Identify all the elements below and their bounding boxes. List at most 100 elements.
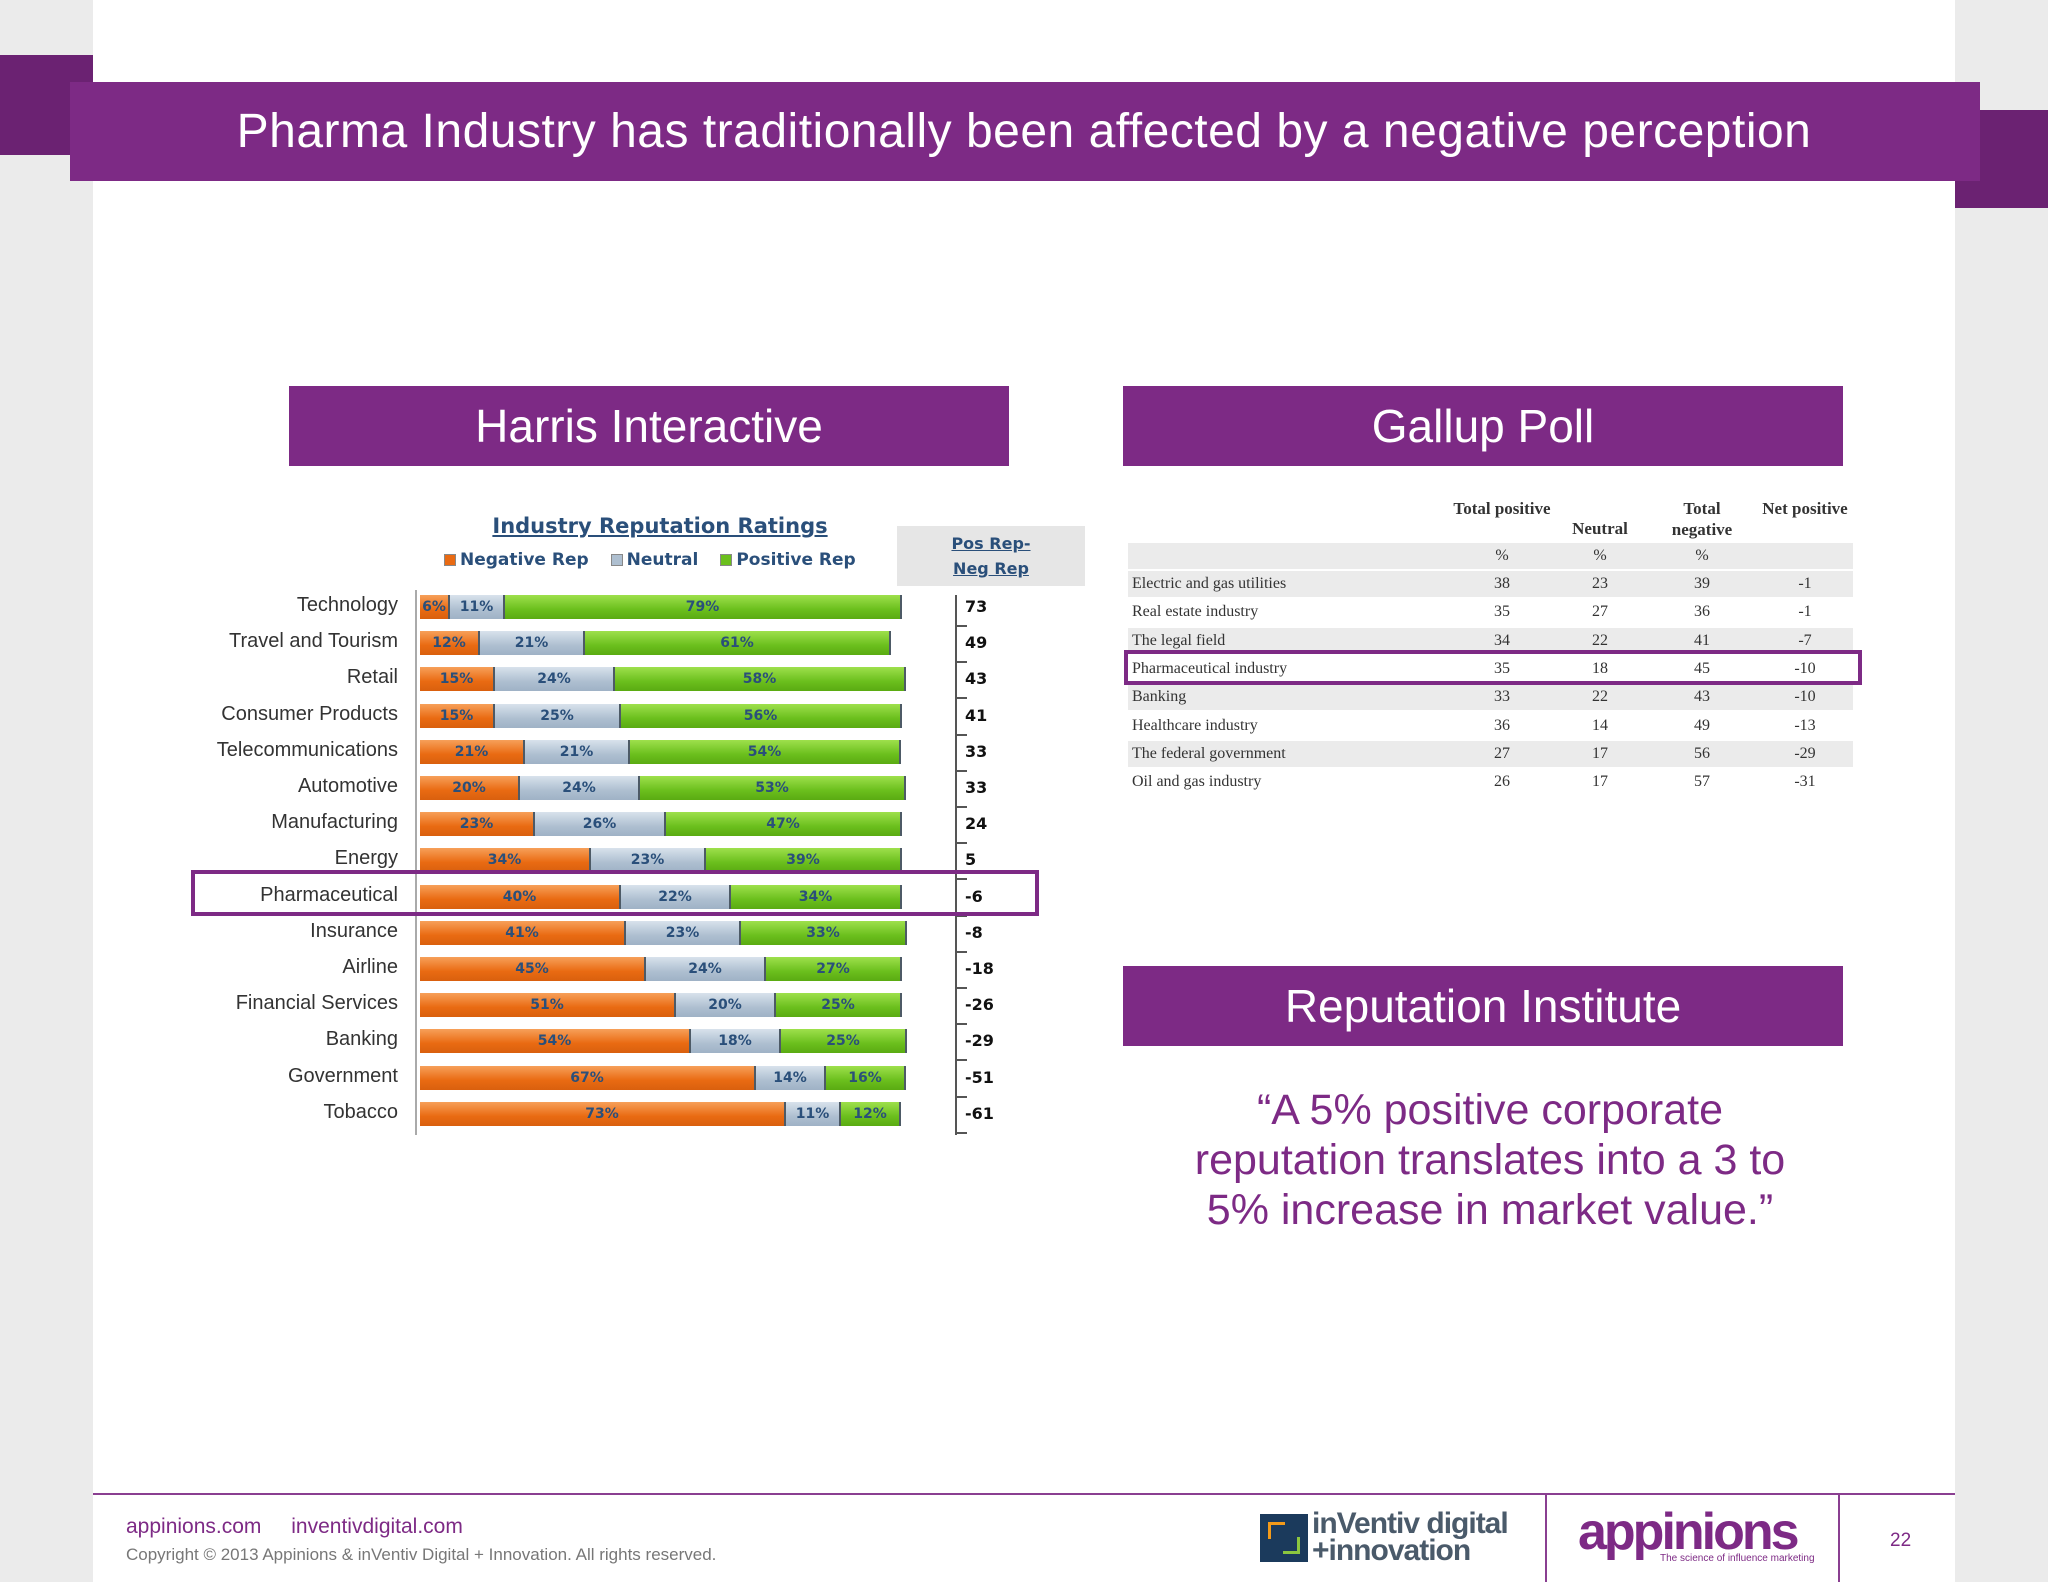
footer-separator-2 bbox=[1838, 1495, 1840, 1582]
category-label: Airline bbox=[342, 956, 398, 978]
net-axis-tick bbox=[955, 842, 967, 844]
gallup-cell-neu: 22 bbox=[1592, 688, 1608, 705]
bar-row: 23% 26% 47% bbox=[420, 812, 922, 836]
bar-neutral: 20% bbox=[676, 993, 776, 1017]
category-label: Travel and Tourism bbox=[229, 630, 398, 652]
gallup-cell-net: -1 bbox=[1798, 575, 1812, 592]
net-axis-tick bbox=[955, 1059, 967, 1061]
gallup-cell-neg: 39 bbox=[1694, 575, 1710, 592]
bar-negative: 15% bbox=[420, 667, 495, 691]
net-value: -61 bbox=[965, 1104, 994, 1123]
bar-positive: 53% bbox=[640, 776, 906, 800]
category-label: Banking bbox=[325, 1028, 398, 1050]
bar-positive: 58% bbox=[615, 667, 906, 691]
bar-row: 73% 11% 12% bbox=[420, 1102, 922, 1126]
appinions-logo: appinions bbox=[1578, 1503, 1800, 1561]
bar-negative: 20% bbox=[420, 776, 520, 800]
bar-neutral: 24% bbox=[520, 776, 640, 800]
gallup-cell-neu: 22 bbox=[1592, 632, 1608, 649]
slide-canvas bbox=[93, 0, 1955, 1582]
net-value: -51 bbox=[965, 1068, 994, 1087]
gallup-cell-name: The federal government bbox=[1132, 745, 1286, 762]
appinions-link[interactable]: appinions.com bbox=[126, 1515, 262, 1538]
gallup-header-total-negative: Total negative bbox=[1671, 499, 1733, 539]
bar-neutral: 11% bbox=[786, 1102, 841, 1126]
footer-divider bbox=[93, 1493, 1955, 1495]
bar-neutral: 22% bbox=[621, 885, 731, 909]
chart-net-axis bbox=[955, 595, 957, 1135]
gallup-cell-name: Oil and gas industry bbox=[1132, 773, 1262, 790]
gallup-row: Electric and gas utilities 38 23 39 -1 bbox=[1128, 571, 1853, 597]
net-axis-tick bbox=[955, 1096, 967, 1098]
net-axis-tick bbox=[955, 661, 967, 663]
category-label: Financial Services bbox=[235, 992, 398, 1014]
bar-negative: 41% bbox=[420, 921, 626, 945]
gallup-row: Oil and gas industry 26 17 57 -31 bbox=[1128, 769, 1853, 795]
harris-chart-title: Industry Reputation Ratings bbox=[492, 514, 828, 538]
bar-row: 20% 24% 53% bbox=[420, 776, 922, 800]
gallup-row: The federal government 27 17 56 -29 bbox=[1128, 741, 1853, 767]
bar-negative: 67% bbox=[420, 1066, 756, 1090]
bar-positive: 56% bbox=[621, 704, 902, 728]
copyright-text: Copyright © 2013 Appinions & inVentiv Di… bbox=[126, 1545, 717, 1564]
bar-negative: 12% bbox=[420, 631, 480, 655]
gallup-cell-neg: 36 bbox=[1694, 603, 1710, 620]
net-value: 41 bbox=[965, 706, 988, 725]
bar-neutral: 25% bbox=[495, 704, 621, 728]
net-axis-tick bbox=[955, 951, 967, 953]
gallup-cell-pos: 38 bbox=[1494, 575, 1510, 592]
category-label: Pharmaceutical bbox=[260, 884, 398, 906]
category-label: Insurance bbox=[310, 920, 398, 942]
appinions-tagline: The science of influence marketing bbox=[1660, 1553, 1815, 1564]
gallup-cell-neu: 18 bbox=[1592, 660, 1608, 677]
legend-neutral-label: Neutral bbox=[626, 550, 699, 570]
gallup-cell-pos: 35 bbox=[1494, 603, 1510, 620]
reputation-quote: “A 5% positive corporate reputation tran… bbox=[1194, 1086, 1786, 1234]
gallup-cell-name: Banking bbox=[1132, 688, 1187, 705]
gallup-header-net-positive: Net positive bbox=[1762, 499, 1848, 518]
net-axis-tick bbox=[955, 625, 967, 627]
gallup-cell-pos: 35 bbox=[1494, 660, 1510, 677]
net-axis-tick bbox=[955, 987, 967, 989]
bar-positive: 39% bbox=[706, 848, 902, 872]
pharmaceutical-highlight-box bbox=[191, 870, 1039, 916]
bar-neutral: 23% bbox=[626, 921, 741, 945]
gallup-cell-net: -10 bbox=[1794, 660, 1816, 677]
net-value: 33 bbox=[965, 742, 988, 761]
legend-positive: Positive Rep bbox=[720, 550, 856, 570]
pharmaceutical-gallup-highlight-box bbox=[1124, 650, 1862, 685]
gallup-cell-neg: 56 bbox=[1694, 745, 1710, 762]
bar-row: 45% 24% 27% bbox=[420, 957, 922, 981]
title-ribbon bbox=[70, 82, 1980, 181]
legend-negative-label: Negative Rep bbox=[460, 550, 589, 570]
harris-section-header: Harris Interactive bbox=[289, 386, 1009, 466]
gallup-cell-net: -1 bbox=[1798, 603, 1812, 620]
gallup-cell-neu: 27 bbox=[1592, 603, 1608, 620]
category-label: Manufacturing bbox=[271, 811, 398, 833]
gallup-cell-neu: 23 bbox=[1592, 575, 1608, 592]
gallup-cell-neg: 49 bbox=[1694, 717, 1710, 734]
net-value: 49 bbox=[965, 633, 988, 652]
bar-neutral: 23% bbox=[591, 848, 706, 872]
net-column-header: Pos Rep- Neg Rep bbox=[897, 526, 1085, 586]
gallup-cell-pos: 36 bbox=[1494, 717, 1510, 734]
gallup-cell-neu: 17 bbox=[1592, 773, 1608, 790]
legend-neutral-swatch bbox=[610, 554, 623, 566]
category-label: Retail bbox=[346, 666, 398, 688]
category-label: Automotive bbox=[297, 775, 398, 797]
gallup-row: Healthcare industry 36 14 49 -13 bbox=[1128, 713, 1853, 739]
inventivdigital-link[interactable]: inventivdigital.com bbox=[291, 1515, 463, 1538]
page-number: 22 bbox=[1890, 1530, 1912, 1551]
net-value: 24 bbox=[965, 814, 988, 833]
bar-positive: 25% bbox=[781, 1029, 907, 1053]
gallup-section-header: Gallup Poll bbox=[1123, 386, 1843, 466]
bar-row: 12% 21% 61% bbox=[420, 631, 922, 655]
gallup-row: Pharmaceutical industry 35 18 45 -10 bbox=[1128, 656, 1853, 682]
gallup-row: Banking 33 22 43 -10 bbox=[1128, 684, 1853, 710]
gallup-cell-name: Electric and gas utilities bbox=[1132, 575, 1287, 592]
net-header-line2: Neg Rep bbox=[953, 559, 1029, 578]
bar-neutral: 21% bbox=[480, 631, 585, 655]
gallup-cell-neu: 17 bbox=[1592, 745, 1608, 762]
category-label: Energy bbox=[334, 847, 398, 869]
net-axis-tick bbox=[955, 734, 967, 736]
